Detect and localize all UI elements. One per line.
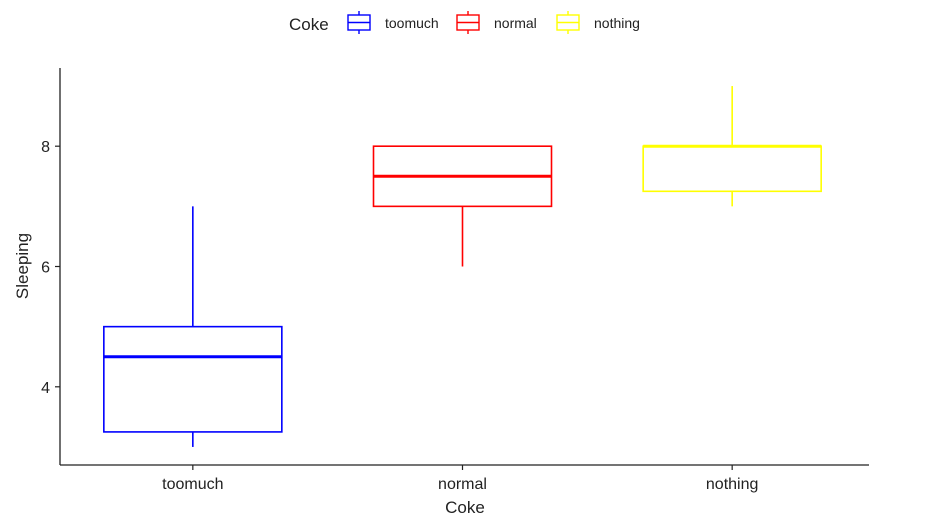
plot-area (103, 86, 822, 447)
y-axis-title: Sleeping (13, 233, 32, 299)
y-tick-label: 6 (41, 260, 50, 277)
x-tick-label: toomuch (162, 476, 223, 493)
y-tick-label: 4 (41, 380, 50, 397)
y-tick-label: 8 (41, 139, 50, 156)
legend-item-toomuch: toomuch (347, 11, 439, 34)
x-axis-title: Coke (445, 498, 485, 517)
legend-label: toomuch (385, 15, 439, 31)
y-ticks: 4 6 8 (41, 139, 60, 397)
box-toomuch (103, 206, 283, 447)
box-nothing (642, 86, 822, 207)
legend: Coke toomuch normal nothing (289, 11, 640, 34)
box-iqr (103, 325, 283, 433)
box-normal (372, 145, 553, 267)
x-ticks: toomuch normal nothing (162, 465, 758, 493)
legend-label: normal (494, 15, 537, 31)
legend-label: nothing (594, 15, 640, 31)
box-iqr (642, 145, 822, 193)
legend-item-normal: normal (456, 11, 537, 34)
x-tick-label: nothing (706, 476, 759, 493)
legend-item-nothing: nothing (556, 11, 640, 34)
legend-title: Coke (289, 15, 329, 34)
x-tick-label: normal (438, 476, 487, 493)
